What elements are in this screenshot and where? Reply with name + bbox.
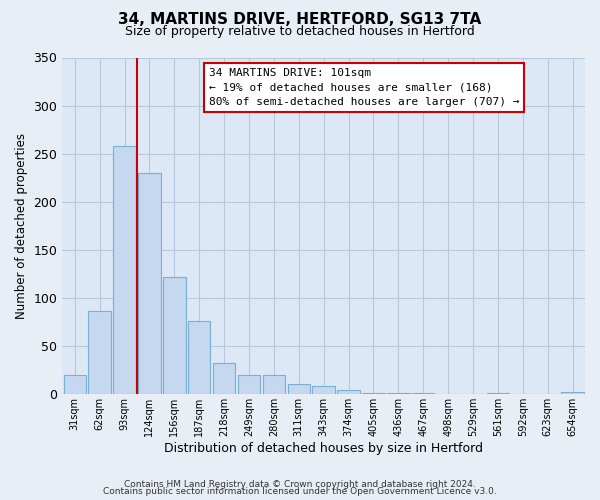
Bar — [562, 392, 584, 394]
Bar — [138, 173, 161, 394]
Y-axis label: Number of detached properties: Number of detached properties — [15, 133, 28, 319]
Bar — [113, 146, 136, 394]
Text: 34, MARTINS DRIVE, HERTFORD, SG13 7TA: 34, MARTINS DRIVE, HERTFORD, SG13 7TA — [118, 12, 482, 28]
Bar — [337, 390, 360, 394]
Bar — [263, 375, 285, 394]
Text: Size of property relative to detached houses in Hertford: Size of property relative to detached ho… — [125, 25, 475, 38]
Bar — [64, 375, 86, 394]
Bar — [163, 277, 185, 394]
Bar — [238, 375, 260, 394]
Bar — [188, 321, 211, 394]
Text: Contains public sector information licensed under the Open Government Licence v3: Contains public sector information licen… — [103, 487, 497, 496]
Bar — [287, 384, 310, 394]
Text: Contains HM Land Registry data © Crown copyright and database right 2024.: Contains HM Land Registry data © Crown c… — [124, 480, 476, 489]
Text: 34 MARTINS DRIVE: 101sqm
← 19% of detached houses are smaller (168)
80% of semi-: 34 MARTINS DRIVE: 101sqm ← 19% of detach… — [209, 68, 519, 107]
Bar — [313, 386, 335, 394]
X-axis label: Distribution of detached houses by size in Hertford: Distribution of detached houses by size … — [164, 442, 483, 455]
Bar — [213, 362, 235, 394]
Bar — [88, 310, 111, 394]
